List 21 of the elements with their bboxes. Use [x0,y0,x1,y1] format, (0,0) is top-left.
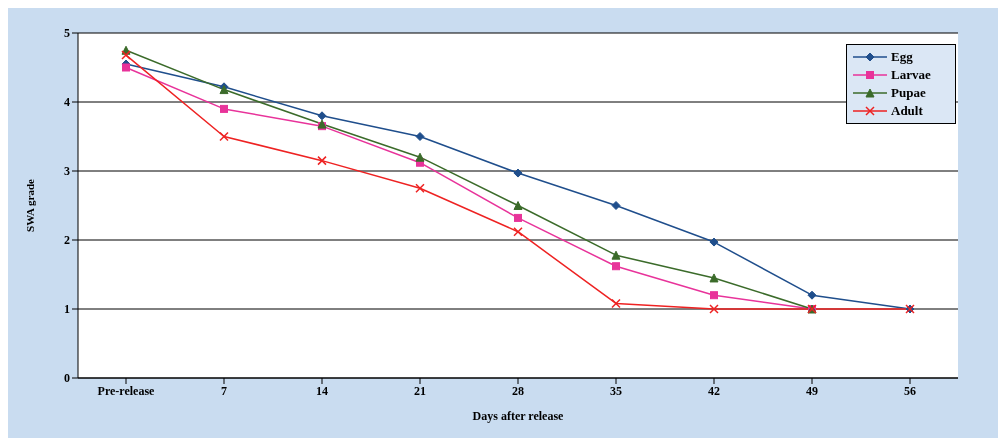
legend-label: Pupae [891,84,926,102]
x-tick-label: 56 [904,383,916,398]
x-tick-label: 7 [221,383,227,398]
x-tick-label: 21 [414,383,426,398]
y-tick-label: 5 [64,26,70,41]
x-tick-label: 28 [512,383,524,398]
x-axis-title: Days after release [472,409,565,423]
y-tick-label: 1 [64,302,70,317]
x-tick-label: Pre-release [97,383,156,398]
x-tick-label: 14 [316,383,328,398]
x-tick-label: 35 [610,383,622,398]
x-tick-label: 42 [708,383,720,398]
legend-label: Larvae [891,66,931,84]
y-tick-label: 2 [64,233,70,248]
legend-label: Adult [891,102,923,120]
x-tick-label: 49 [806,383,818,398]
legend-label: Egg [891,48,913,66]
y-axis-title: SWA grade [23,178,36,232]
y-tick-label: 4 [64,95,70,110]
y-tick-label: 0 [64,371,70,386]
y-tick-label: 3 [64,164,70,179]
